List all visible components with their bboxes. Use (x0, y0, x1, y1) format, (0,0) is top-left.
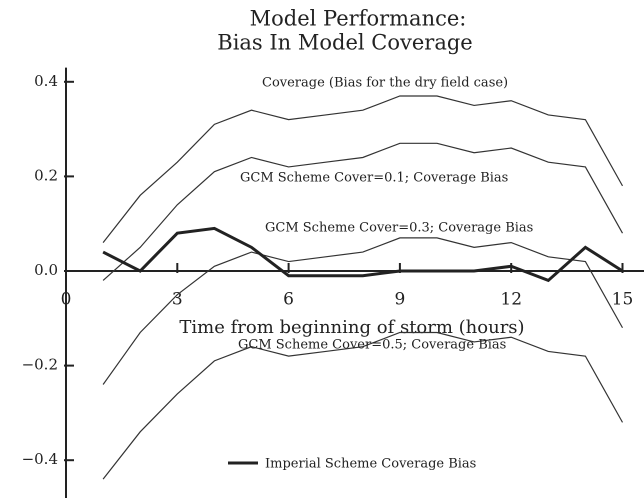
x-tick-label: 9 (394, 290, 405, 310)
chart-title: Model Performance: (250, 7, 467, 31)
chart-title: Bias In Model Coverage (217, 31, 472, 55)
x-tick-label: 3 (172, 290, 183, 310)
x-tick-label: 0 (61, 290, 72, 310)
series-annotation: GCM Scheme Cover=0.5; Coverage Bias (238, 338, 506, 353)
y-tick-label: −0.2 (22, 356, 58, 374)
x-axis-label: Time from beginning of storm (hours) (179, 317, 524, 338)
series-line (102, 142, 624, 281)
series-annotation: GCM Scheme Cover=0.1; Coverage Bias (240, 171, 508, 186)
legend-label: Imperial Scheme Coverage Bias (265, 457, 476, 472)
x-tick-label: 6 (283, 290, 294, 310)
series-line (102, 237, 624, 385)
y-tick-label: 0.4 (34, 72, 58, 90)
x-tick-label: 12 (500, 290, 522, 310)
y-tick-label: 0.2 (34, 166, 58, 184)
series-annotation: GCM Scheme Cover=0.3; Coverage Bias (265, 221, 533, 236)
x-tick-label: 15 (612, 290, 634, 310)
series-line (102, 331, 624, 480)
series-annotation: Coverage (Bias for the dry field case) (262, 76, 508, 91)
y-tick-label: 0.0 (34, 261, 58, 279)
y-tick-label: −0.4 (22, 450, 58, 468)
series-line (102, 95, 624, 243)
series-line (102, 226, 624, 283)
